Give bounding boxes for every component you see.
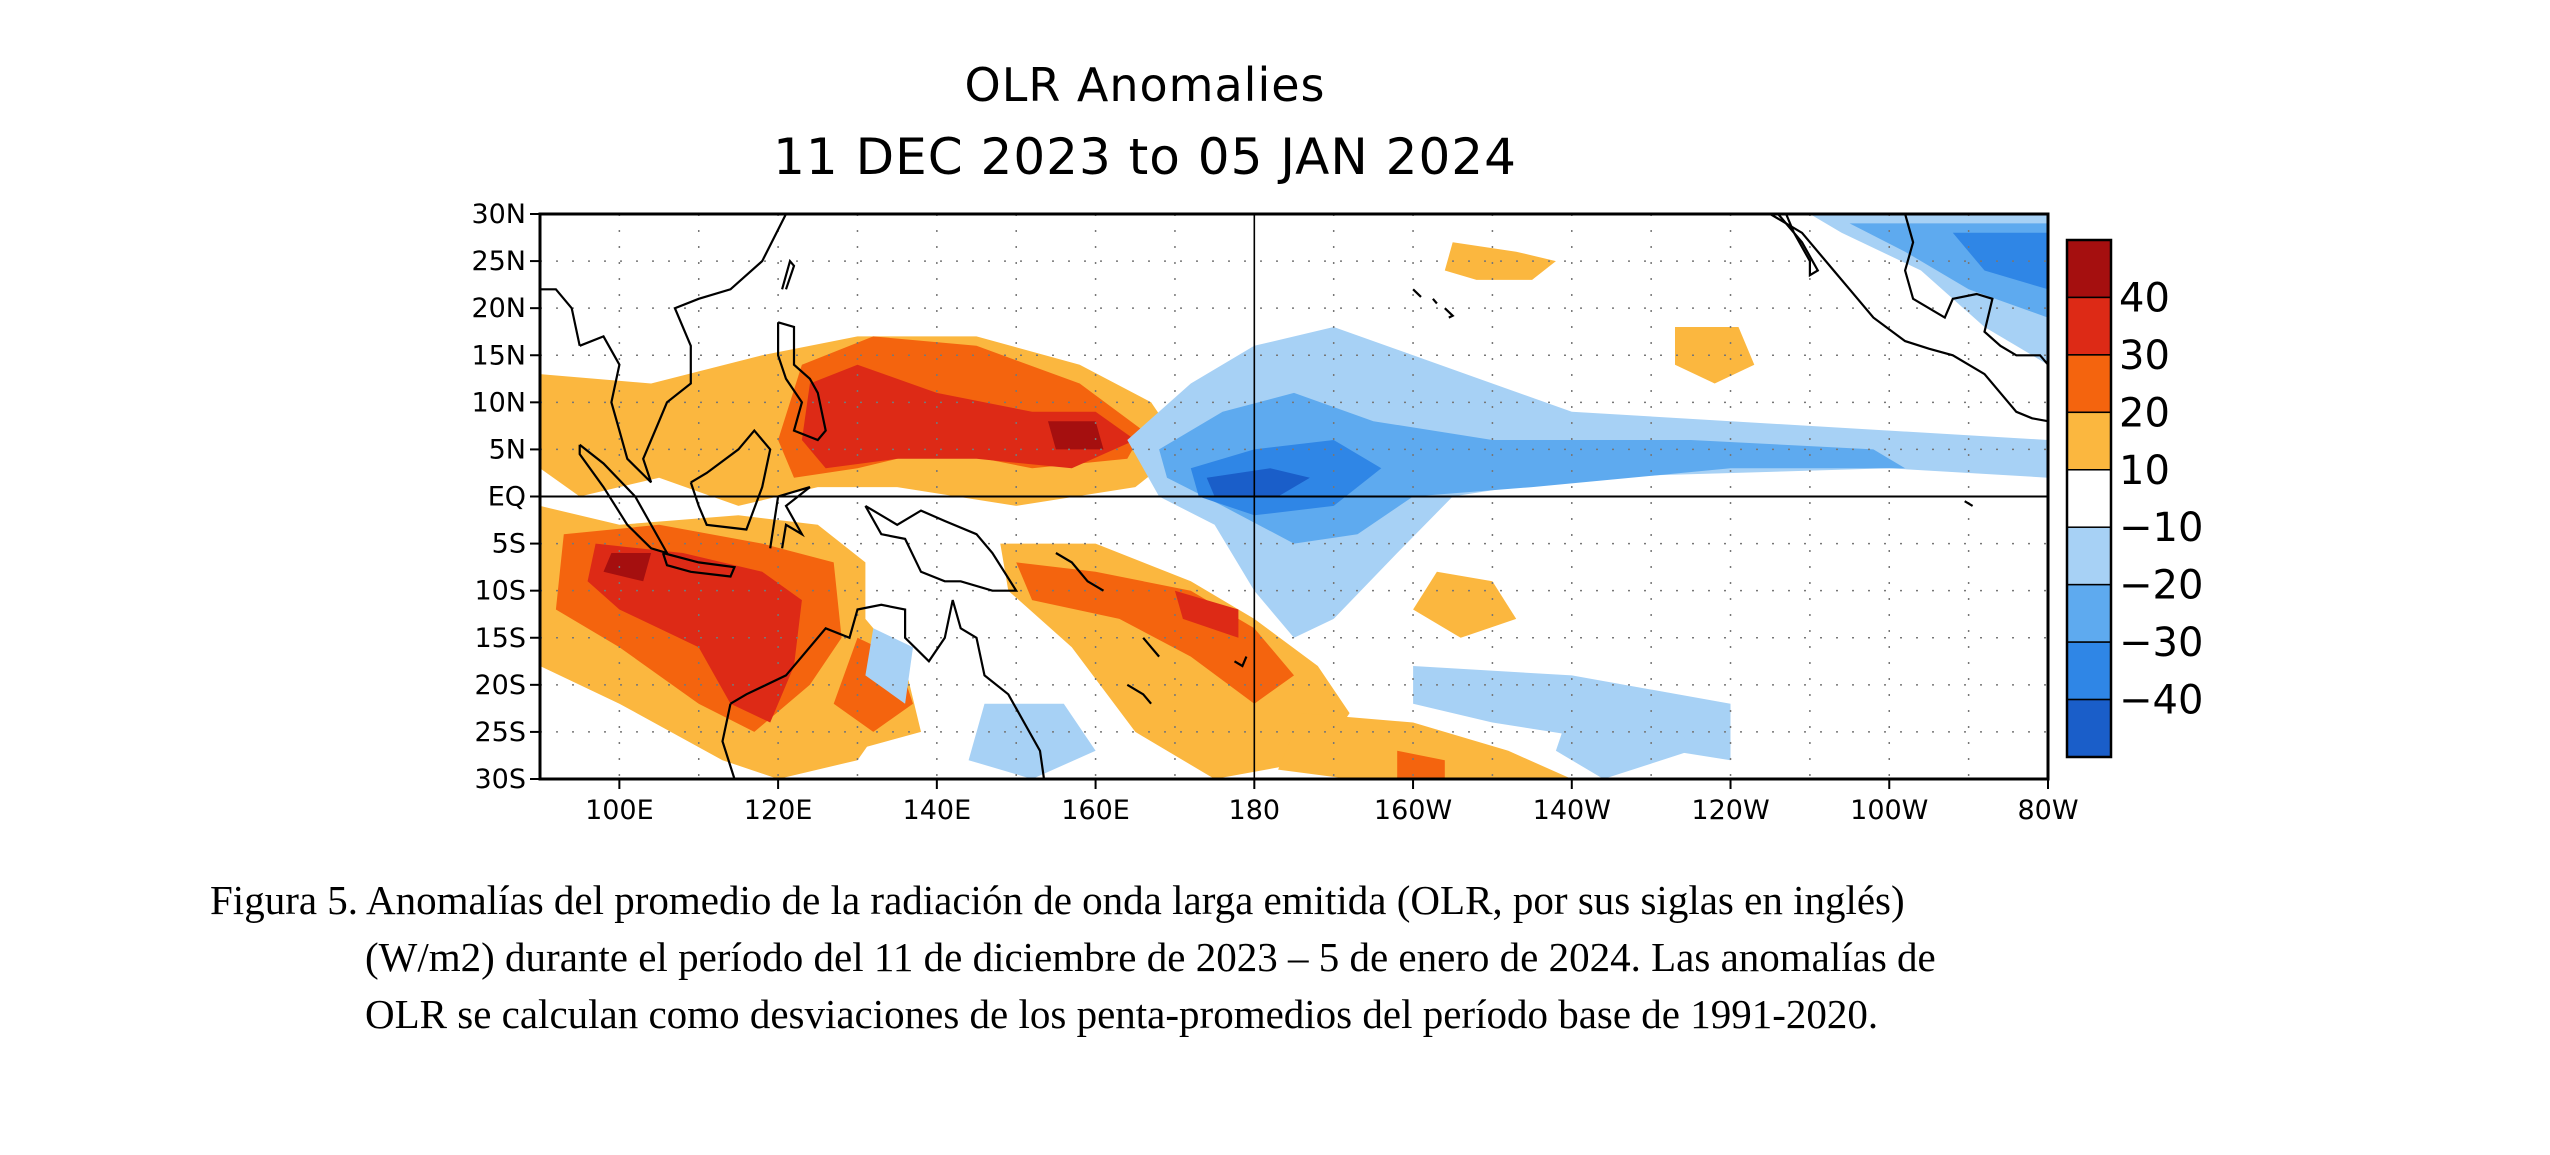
coastline — [1769, 214, 2048, 423]
anomaly-region-pos-10-20 — [1413, 571, 1517, 638]
anomaly-region-neg-30-40 — [1952, 232, 2048, 290]
latitude-label: EQ — [488, 482, 526, 513]
coastline — [1055, 552, 1105, 592]
coastline — [1777, 214, 1820, 278]
coastline — [729, 599, 1046, 779]
latitude-label: 5N — [489, 434, 526, 465]
latitude-label: 20N — [471, 293, 526, 324]
coastline — [540, 288, 581, 347]
figure-caption: Figura 5. Anomalías del promedio de la r… — [210, 872, 2460, 1043]
anomaly-region-pos-10-20 — [1675, 327, 1755, 384]
colorbar-swatch — [2066, 411, 2112, 471]
colorbar-label: 10 — [2119, 448, 2170, 494]
coastline — [721, 703, 736, 779]
longitude-label: 160E — [1061, 795, 1130, 826]
longitude-label: 120E — [744, 795, 813, 826]
coastline — [1126, 683, 1152, 705]
longitude-label: 80W — [2017, 795, 2078, 826]
colorbar-label: 20 — [2119, 390, 2170, 436]
colorbar-label: −20 — [2119, 563, 2203, 609]
map-date-range: 11 DEC 2023 to 05 JAN 2024 — [773, 128, 1517, 186]
colorbar-label: 40 — [2119, 275, 2170, 321]
colorbar: 40 30 20 10 −10 −20 −30 −40 — [2065, 238, 2203, 759]
caption-line-2: (W/m2) durante el período del 11 de dici… — [365, 934, 1936, 980]
colorbar-swatch — [2066, 296, 2112, 356]
anomaly-region-neg-10-20 — [1555, 703, 1691, 779]
colorbar-swatch — [2066, 354, 2112, 414]
coastline — [864, 504, 1019, 592]
colorbar-swatch — [2066, 583, 2112, 643]
coastline — [1412, 288, 1422, 298]
latitude-label: 30S — [475, 764, 527, 795]
latitude-label: 10N — [471, 387, 526, 418]
anomaly-region-neg-10-20 — [1127, 327, 2048, 638]
anomaly-region-pos-30-40 — [587, 543, 802, 723]
longitude-label: 100W — [1850, 795, 1928, 826]
coastline — [1444, 307, 1455, 319]
latitude-axis: 30N 25N 20N 15N 10N 5N EQ 5S 10S 15S 20S 25S 30S — [471, 199, 540, 795]
longitude-label: 120W — [1691, 795, 1769, 826]
coastline — [781, 258, 796, 290]
colorbar-swatch — [2066, 239, 2112, 299]
coastlines — [540, 214, 2048, 779]
colorbar-swatch — [2066, 698, 2112, 758]
colorbar-frame — [2065, 238, 2113, 759]
map-title: OLR Anomalies — [964, 58, 1326, 112]
colorbar-swatch — [2066, 641, 2112, 701]
longitude-label: 100E — [585, 795, 654, 826]
anomaly-region-pos-30-40 — [801, 364, 1136, 469]
colorbar-label: −30 — [2119, 620, 2203, 666]
longitude-label: 140E — [903, 795, 972, 826]
colorbar-swatch — [2066, 526, 2112, 586]
anomaly-region-pos-20-30 — [1016, 562, 1294, 704]
coastline — [578, 443, 670, 555]
longitude-axis: 100E 120E 140E 160E 180 160W 140W 120W 100W 80W — [585, 779, 2079, 826]
coastline — [777, 321, 827, 442]
coastline — [579, 214, 787, 484]
coastline — [1233, 656, 1248, 668]
coastline — [1432, 298, 1438, 305]
anomaly-region-pos-40-plus — [603, 553, 652, 582]
coastline — [1903, 214, 2048, 366]
longitude-label: 140W — [1533, 795, 1611, 826]
colorbar-label: −40 — [2119, 678, 2203, 724]
latitude-label: 15N — [471, 340, 526, 371]
graticule — [540, 214, 2048, 779]
latitude-label: 5S — [492, 529, 526, 560]
coastline — [1964, 500, 1974, 507]
caption-line-1: Figura 5. Anomalías del promedio de la r… — [210, 877, 1905, 923]
anomaly-region-neg-20-30 — [1159, 392, 1906, 544]
anomaly-region-pos-30-40 — [1174, 590, 1239, 638]
anomaly-region-neg-40-plus — [1206, 468, 1310, 497]
latitude-label: 15S — [475, 623, 527, 654]
anomaly-region-pos-20-30 — [1397, 750, 1445, 779]
longitude-label: 160W — [1374, 795, 1452, 826]
anomaly-field — [540, 214, 2048, 779]
coastline — [689, 428, 772, 531]
longitude-label: 180 — [1229, 795, 1281, 826]
latitude-label: 25N — [471, 246, 526, 277]
latitude-label: 30N — [471, 199, 526, 230]
colorbar-swatch — [2066, 469, 2112, 528]
anomaly-region-pos-40-plus — [1048, 421, 1104, 450]
colorbar-label: −10 — [2119, 505, 2203, 551]
latitude-label: 10S — [475, 576, 527, 607]
coastline — [1142, 637, 1160, 658]
coastline — [661, 551, 737, 578]
anomaly-region-pos-10-20 — [1278, 713, 1572, 779]
latitude-label: 20S — [475, 670, 527, 701]
anomaly-region-neg-10-20 — [968, 703, 1096, 779]
caption-line-3: OLR se calculan como desviaciones de los… — [365, 991, 1879, 1037]
colorbar-label: 30 — [2119, 333, 2170, 379]
latitude-label: 25S — [475, 717, 527, 748]
anomaly-region-neg-10-20 — [865, 628, 913, 704]
